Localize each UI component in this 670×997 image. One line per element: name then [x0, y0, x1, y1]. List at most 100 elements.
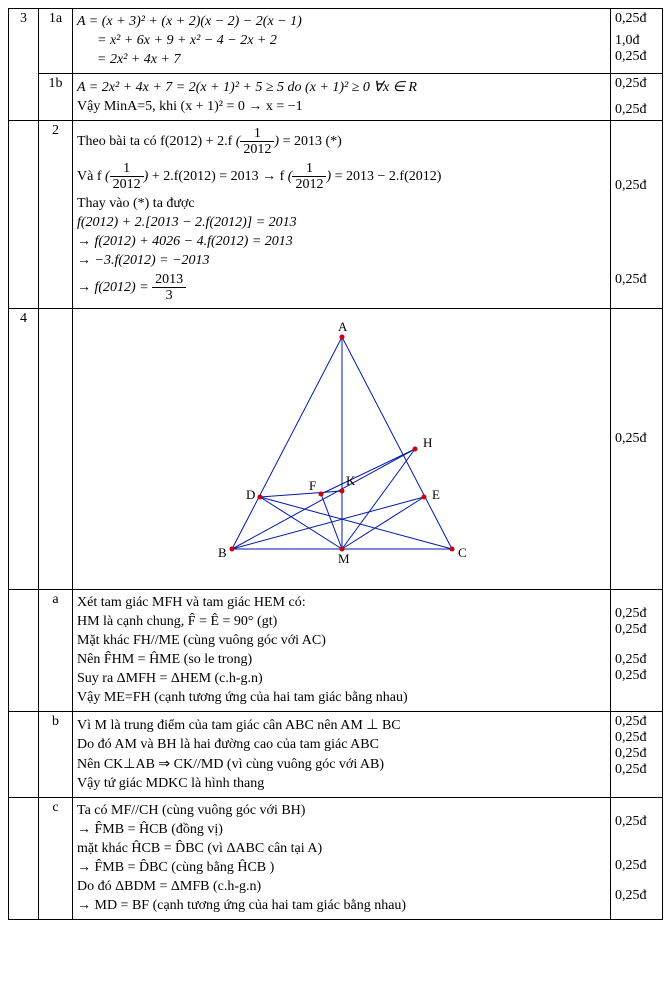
q-number-4: 4 — [9, 309, 39, 590]
q-blank — [9, 121, 39, 309]
eq-line: A = 2x² + 4x + 7 = 2(x + 1)² + 5 ≥ 5 do … — [77, 79, 606, 96]
line: Vậy ME=FH (cạnh tương ứng của hai tam gi… — [77, 690, 606, 706]
score: 0,25đ — [615, 11, 658, 27]
text: + 2.f(2012) = 2013 → f — [152, 169, 284, 184]
score: 0,25đ — [615, 888, 658, 904]
row-q2: 2 Theo bài ta có f(2012) + 2.f (12012) =… — [9, 121, 663, 309]
eq-line: = x² + 6x + 9 + x² − 4 − 2x + 2 — [77, 33, 606, 49]
frac-num: 1 — [110, 161, 144, 177]
body-figure: ABCMDEFKH — [73, 309, 611, 590]
sub-b: b — [39, 712, 73, 798]
score-2: 0,25đ 0,25đ — [611, 121, 663, 309]
body-c: Ta có MF//CH (cùng vuông góc với BH) → F… — [73, 798, 611, 920]
score: 0,25đ — [615, 431, 658, 447]
row-4-figure: 4 ABCMDEFKH 0,25đ — [9, 309, 663, 590]
frac-den: 3 — [152, 288, 186, 303]
svg-text:K: K — [346, 473, 356, 488]
score: 0,25đ — [615, 178, 658, 194]
line: Suy ra ΔMFH = ΔHEM (c.h-g.n) — [77, 671, 606, 687]
score: 0,25đ — [615, 858, 658, 874]
svg-text:A: A — [338, 319, 348, 334]
sub-2: 2 — [39, 121, 73, 309]
line: → MD = BF (cạnh tương ứng của hai tam gi… — [77, 898, 606, 914]
svg-text:E: E — [432, 487, 440, 502]
score-b: 0,25đ 0,25đ 0,25đ 0,25đ — [611, 712, 663, 798]
score-c: 0,25đ 0,25đ 0,25đ — [611, 798, 663, 920]
body-2: Theo bài ta có f(2012) + 2.f (12012) = 2… — [73, 121, 611, 309]
q-number-3: 3 — [9, 9, 39, 121]
row-4c: c Ta có MF//CH (cùng vuông góc với BH) →… — [9, 798, 663, 920]
score: 0,25đ — [615, 272, 658, 288]
score: 0,25đ — [615, 814, 658, 830]
eq-line: Vậy MinA=5, khi (x + 1)² = 0 → x = −1 — [77, 99, 606, 115]
line: Do đó AM và BH là hai đường cao của tam … — [77, 737, 606, 753]
frac-num: 2013 — [152, 272, 186, 288]
svg-text:H: H — [423, 435, 432, 450]
score-a: 0,25đ 0,25đ 0,25đ 0,25đ — [611, 590, 663, 712]
score: 0,25đ — [615, 746, 658, 762]
score: 0,25đ — [615, 49, 658, 65]
line: → F̂MB = ĤCB (đồng vị) — [77, 822, 606, 838]
row-3-1a: 3 1a A = (x + 3)² + (x + 2)(x − 2) − 2(x… — [9, 9, 663, 74]
text: Và f — [77, 169, 102, 184]
line: Vậy tứ giác MDKC là hình thang — [77, 776, 606, 792]
body-a: Xét tam giác MFH và tam giác HEM có: HM … — [73, 590, 611, 712]
eq-line: f(2012) + 2.[2013 − 2.f(2012)] = 2013 — [77, 215, 606, 231]
q-blank — [9, 590, 39, 712]
svg-text:B: B — [218, 545, 227, 560]
triangle-figure: ABCMDEFKH — [162, 319, 522, 579]
eq-line: Thay vào (*) ta được — [77, 196, 606, 212]
eq-line: Và f (12012) + 2.f(2012) = 2013 → f (120… — [77, 161, 606, 193]
body-1a: A = (x + 3)² + (x + 2)(x − 2) − 2(x − 1)… — [73, 9, 611, 74]
score-1a: 0,25đ 1,0đ 0,25đ — [611, 9, 663, 74]
text: Theo bài ta có f(2012) + 2.f — [77, 134, 232, 149]
sub-blank — [39, 309, 73, 590]
score: 0,25đ — [615, 76, 658, 92]
eq-line: = 2x² + 4x + 7 — [77, 52, 606, 68]
line: mặt khác ĤCB = D̂BC (vì ΔABC cân tại A) — [77, 841, 606, 857]
body-b: Vì M là trung điểm của tam giác cân ABC … — [73, 712, 611, 798]
line: Ta có MF//CH (cùng vuông góc với BH) — [77, 803, 606, 819]
frac-den: 2012 — [110, 177, 144, 192]
sub-c: c — [39, 798, 73, 920]
score: 1,0đ — [615, 33, 658, 49]
svg-text:C: C — [458, 545, 467, 560]
score: 0,25đ — [615, 668, 658, 684]
frac-num: 1 — [292, 161, 326, 177]
score: 0,25đ — [615, 714, 658, 730]
score: 0,25đ — [615, 622, 658, 638]
eq-line: Theo bài ta có f(2012) + 2.f (12012) = 2… — [77, 126, 606, 158]
sub-1a: 1a — [39, 9, 73, 74]
score-1b: 0,25đ 0,25đ — [611, 74, 663, 121]
row-3-1b: 1b A = 2x² + 4x + 7 = 2(x + 1)² + 5 ≥ 5 … — [9, 74, 663, 121]
line: Nên F̂HM = ĤME (so le trong) — [77, 652, 606, 668]
eq-line: → −3.f(2012) = −2013 — [77, 253, 606, 269]
score: 0,25đ — [615, 730, 658, 746]
text: = 2013 (*) — [283, 134, 342, 149]
row-4a: a Xét tam giác MFH và tam giác HEM có: H… — [9, 590, 663, 712]
body-1b: A = 2x² + 4x + 7 = 2(x + 1)² + 5 ≥ 5 do … — [73, 74, 611, 121]
frac-den: 2012 — [240, 142, 274, 157]
text: = 2013 − 2.f(2012) — [335, 169, 442, 184]
line: → F̂MB = D̂BC (cùng bằng ĤCB ) — [77, 860, 606, 876]
line: Mặt khác FH//ME (cùng vuông góc với AC) — [77, 633, 606, 649]
svg-text:F: F — [309, 478, 316, 493]
frac-num: 1 — [240, 126, 274, 142]
eq-line: A = (x + 3)² + (x + 2)(x − 2) − 2(x − 1) — [77, 14, 606, 30]
line: Do đó ΔBDM = ΔMFB (c.h-g.n) — [77, 879, 606, 895]
sub-1b: 1b — [39, 74, 73, 121]
score: 0,25đ — [615, 762, 658, 778]
text: → f(2012) = — [77, 280, 152, 295]
line: Nên CK⊥AB ⇒ CK//MD (vì cùng vuông góc vớ… — [77, 756, 606, 773]
score: 0,25đ — [615, 606, 658, 622]
score: 0,25đ — [615, 652, 658, 668]
score: 0,25đ — [615, 102, 658, 118]
eq-line: → f(2012) = 20133 — [77, 272, 606, 304]
sub-a: a — [39, 590, 73, 712]
eq-line: → f(2012) + 4026 − 4.f(2012) = 2013 — [77, 234, 606, 250]
svg-text:M: M — [338, 551, 350, 566]
frac-den: 2012 — [292, 177, 326, 192]
line: Xét tam giác MFH và tam giác HEM có: — [77, 595, 606, 611]
line: Vì M là trung điểm của tam giác cân ABC … — [77, 717, 606, 734]
line: HM là cạnh chung, F̂ = Ê = 90° (gt) — [77, 614, 606, 630]
